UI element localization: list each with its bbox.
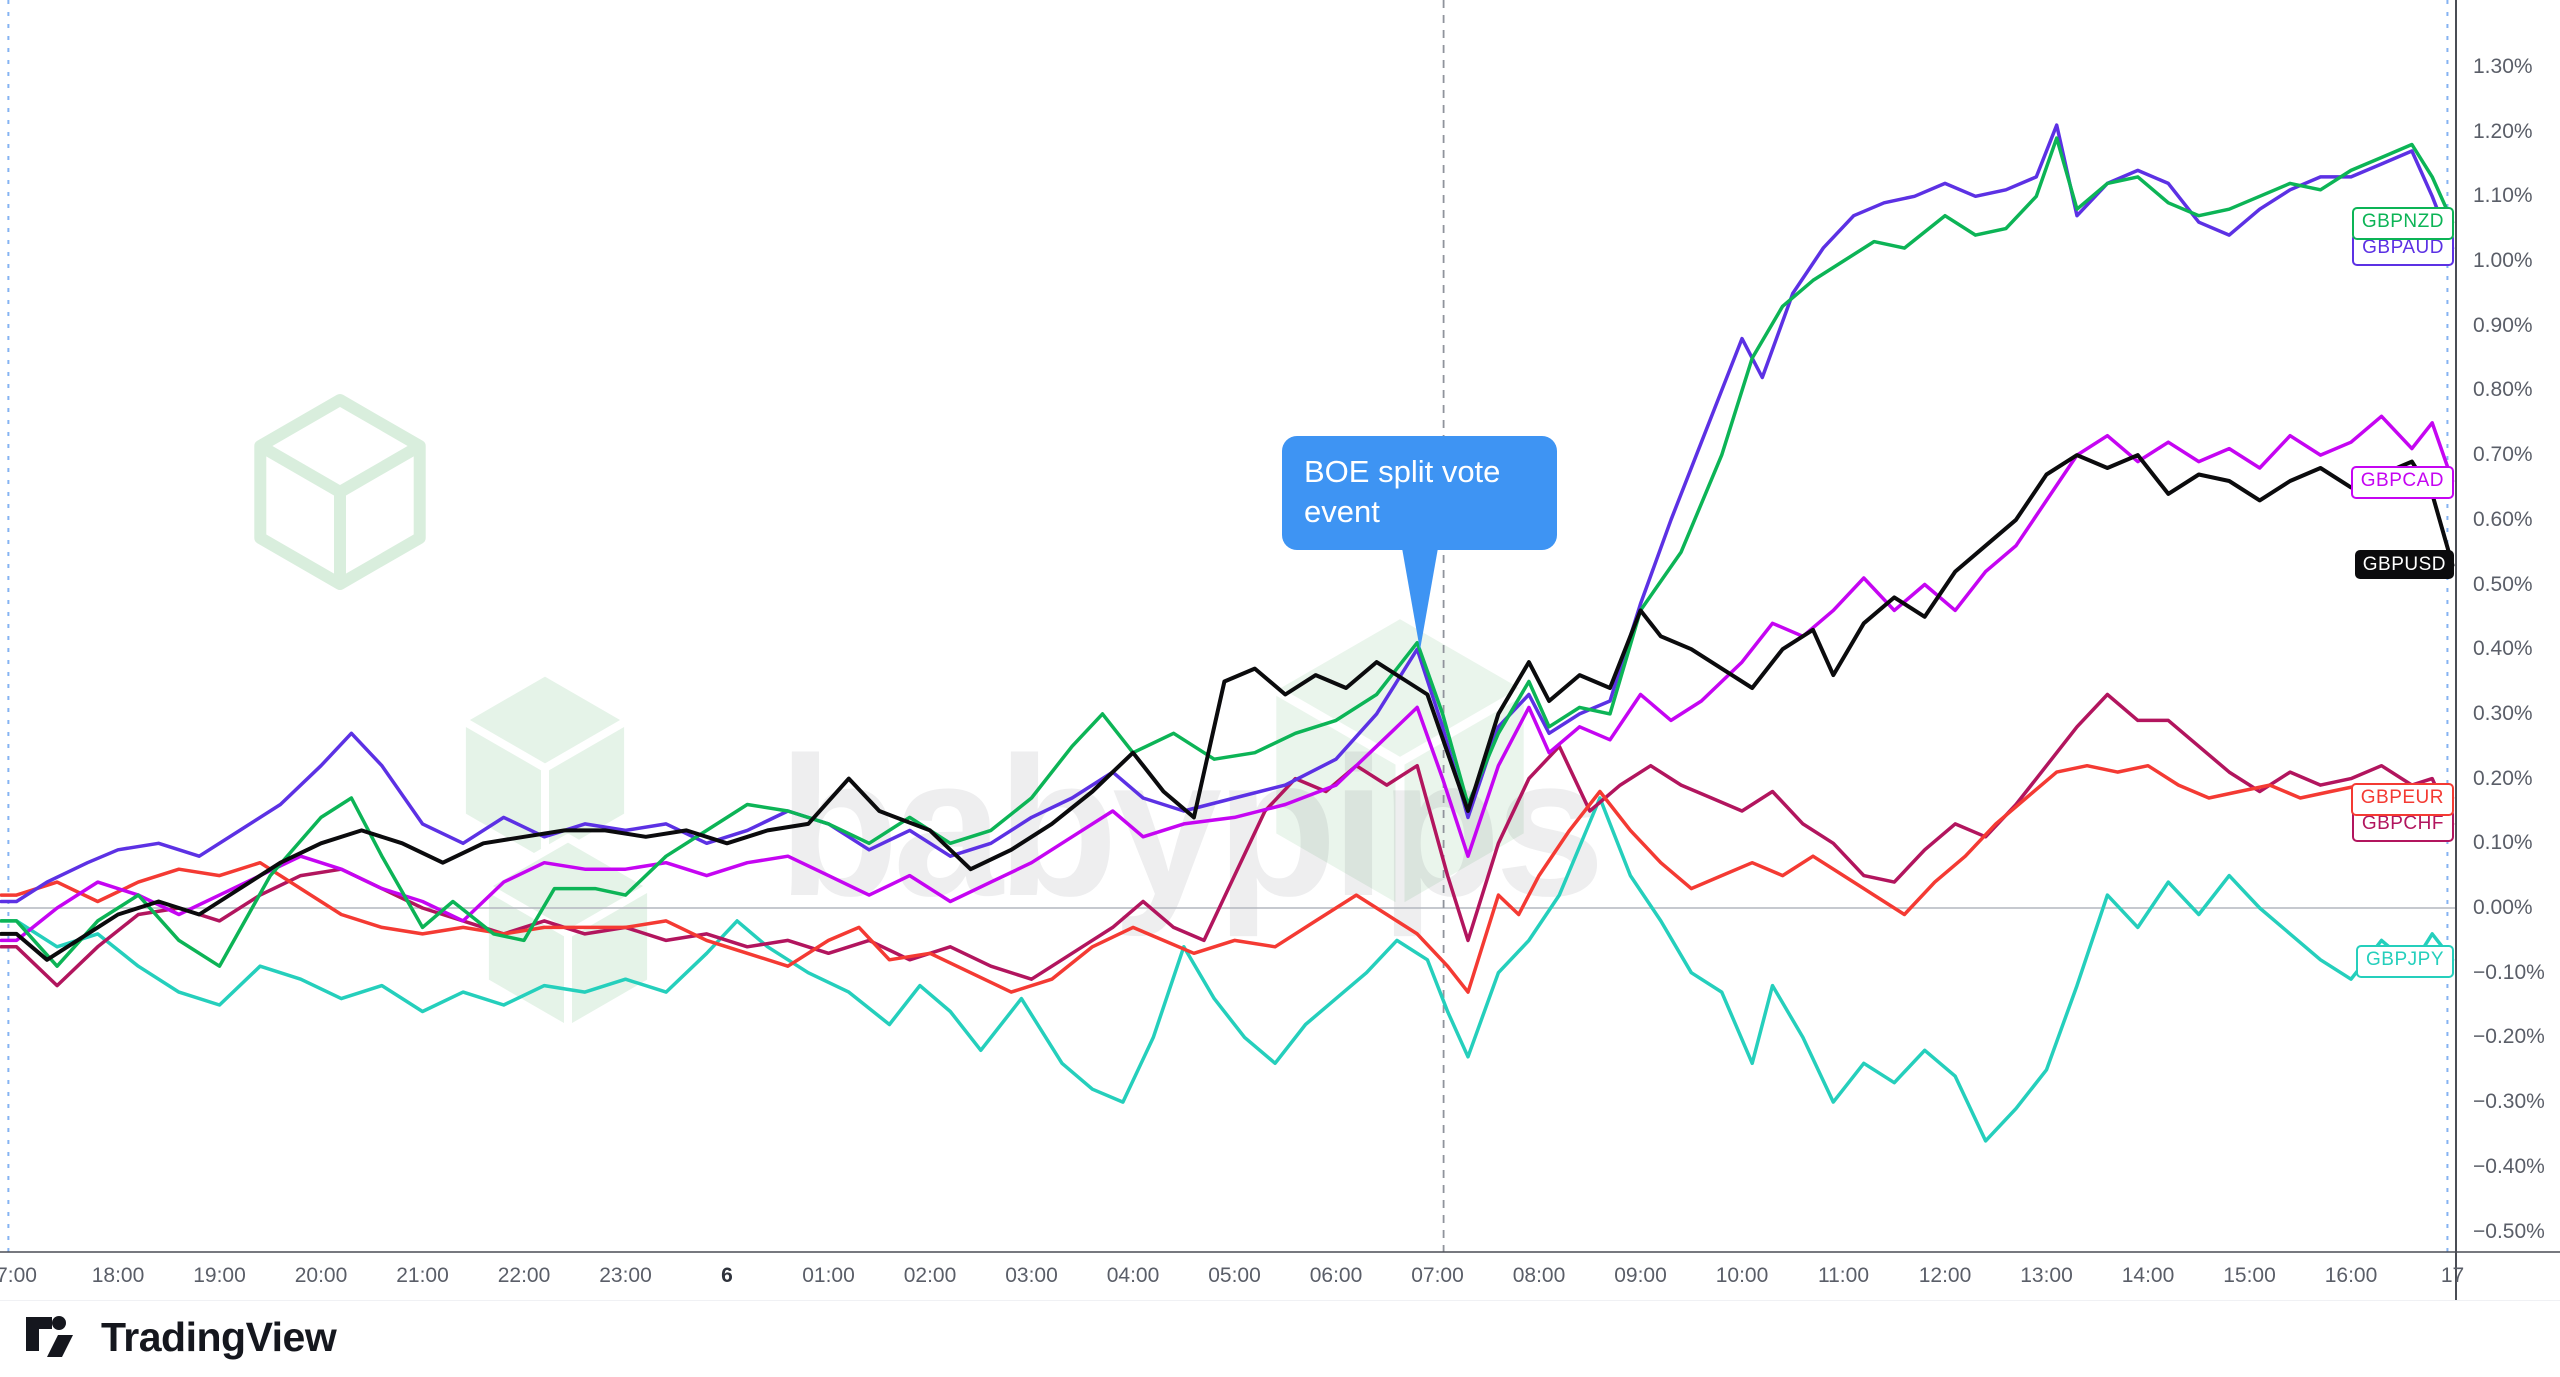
time-scale-tick: 11:00 xyxy=(1818,1264,1869,1287)
time-scale-tick: 09:00 xyxy=(1614,1264,1667,1287)
series-line-GBPCHF[interactable] xyxy=(0,692,2455,988)
price-scale-tick: 0.40% xyxy=(2473,637,2533,661)
price-label-GBPUSD: GBPUSD xyxy=(2354,550,2454,580)
tradingview-logo-text: TradingView xyxy=(101,1313,337,1360)
price-label-GBPNZD: GBPNZD xyxy=(2351,207,2454,241)
time-scale-tick: 07:00 xyxy=(1411,1264,1464,1287)
watermark-hexagon-edge xyxy=(337,440,423,498)
time-scale-tick: 7:00 xyxy=(0,1264,37,1287)
price-label-GBPEUR: GBPEUR xyxy=(2350,783,2454,816)
price-scale-tick: −0.30% xyxy=(2473,1090,2545,1114)
series-line-GBPCAD[interactable] xyxy=(0,414,2455,943)
time-scale-tick: 06:00 xyxy=(1309,1264,1363,1287)
time-scale-tick: 08:00 xyxy=(1512,1264,1566,1287)
price-scale-tick: 0.20% xyxy=(2473,766,2533,790)
watermark-hexagon-edge xyxy=(257,440,343,498)
price-scale-tick: 0.10% xyxy=(2473,831,2533,855)
time-scale-tick: 22:00 xyxy=(497,1264,551,1287)
time-scale-tick: 18:00 xyxy=(91,1264,145,1287)
price-scale-tick: −0.10% xyxy=(2473,960,2545,984)
price-scale-tick: −0.50% xyxy=(2473,1219,2545,1243)
time-scale-tick: 21:00 xyxy=(396,1264,449,1287)
time-scale-tick: 14:00 xyxy=(2121,1264,2175,1287)
time-scale-tick: 13:00 xyxy=(2020,1264,2073,1287)
price-scale-tick: −0.20% xyxy=(2473,1025,2545,1049)
watermark-hexagon-edge xyxy=(1269,684,1403,766)
price-scale-tick: 0.90% xyxy=(2473,313,2533,337)
price-label-GBPCAD: GBPCAD xyxy=(2350,465,2454,499)
price-scale-tick: 0.50% xyxy=(2473,572,2533,596)
time-scale-tick: 01:00 xyxy=(802,1264,855,1287)
time-scale-tick: 12:00 xyxy=(1918,1264,1972,1287)
price-scale-tick: 0.30% xyxy=(2473,701,2533,725)
price-scale-tick: 0.00% xyxy=(2473,896,2533,919)
price-scale-tick: −0.40% xyxy=(2473,1154,2545,1178)
time-scale-tick: 6 xyxy=(721,1264,733,1287)
event-tooltip[interactable]: BOE split vote event xyxy=(1282,436,1557,550)
tradingview-logo-icon xyxy=(26,1316,73,1357)
watermark-hexagon-edge xyxy=(542,716,631,772)
price-scale-tick: 1.00% xyxy=(2473,249,2533,272)
series-line-GBPUSD[interactable] xyxy=(0,453,2455,962)
price-label-GBPJPY: GBPJPY xyxy=(2356,944,2454,978)
time-scale-tick: 05:00 xyxy=(1208,1264,1261,1287)
tradingview-logo[interactable]: TradingView xyxy=(25,1311,337,1363)
time-scale-tick: 15:00 xyxy=(2223,1264,2276,1287)
event-tooltip-line1: BOE split vote xyxy=(1304,454,1501,489)
time-scale-tick: 03:00 xyxy=(1005,1264,1058,1287)
price-scale-tick: 1.10% xyxy=(2473,184,2533,208)
series-line-GBPJPY[interactable] xyxy=(0,796,2455,1143)
time-scale-tick: 20:00 xyxy=(294,1264,348,1287)
time-scale-tick: 23:00 xyxy=(599,1264,652,1287)
watermark-hexagon-edge xyxy=(459,716,548,772)
footer-bar: TradingView xyxy=(0,1300,2560,1373)
time-scale-tick: 04:00 xyxy=(1106,1264,1160,1287)
price-scale-tick: 1.30% xyxy=(2473,54,2533,78)
event-tooltip-pointer xyxy=(1402,548,1438,650)
price-scale-tick: 0.60% xyxy=(2473,507,2533,531)
price-scale-tick: 0.80% xyxy=(2473,378,2533,402)
time-scale-tick: 16:00 xyxy=(2324,1264,2378,1287)
time-scale-tick: 19:00 xyxy=(193,1264,246,1287)
series-line-GBPNZD[interactable] xyxy=(0,136,2455,968)
time-scale-tick: 02:00 xyxy=(903,1264,957,1287)
event-tooltip-line2: event xyxy=(1304,494,1380,529)
price-scale-tick: 0.70% xyxy=(2473,443,2533,467)
time-scale-tick: 17 xyxy=(2440,1264,2465,1287)
price-scale-tick: 1.20% xyxy=(2473,119,2533,143)
series-line-GBPEUR[interactable] xyxy=(0,763,2455,994)
time-scale-tick: 10:00 xyxy=(1715,1264,1769,1287)
